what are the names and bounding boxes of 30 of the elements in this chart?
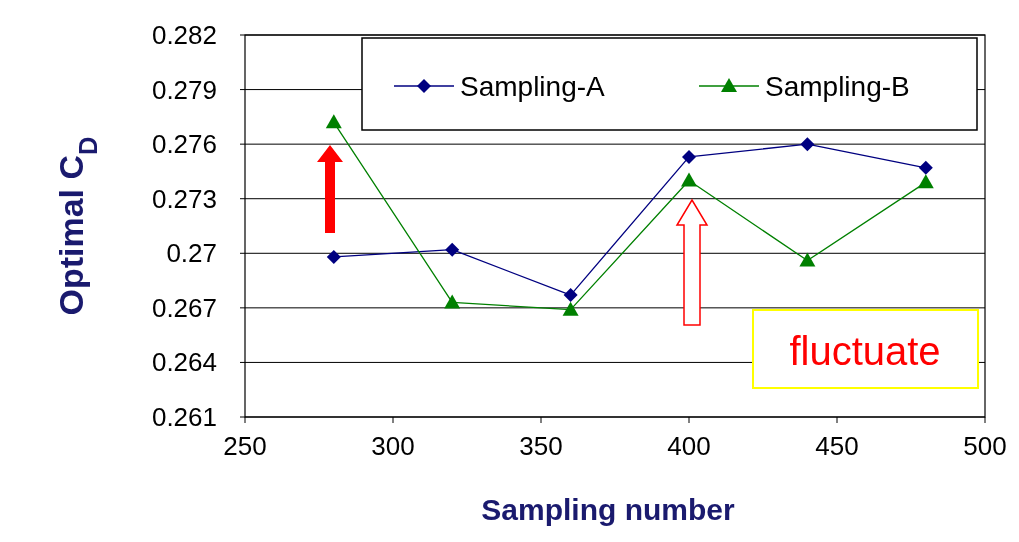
point <box>325 114 342 129</box>
y-tick-label: 0.276 <box>151 129 217 160</box>
y-tick-label: 0.261 <box>151 402 217 432</box>
y-tick-label: 0.264 <box>151 347 217 378</box>
x-tick-label: 400 <box>667 431 711 461</box>
y-tick-label: 0.273 <box>151 183 217 214</box>
annotation: fluctuate <box>789 329 941 373</box>
x-tick-label: 300 <box>371 431 415 461</box>
point <box>563 288 578 303</box>
point <box>799 252 816 267</box>
x-axis-title: Sampling number <box>481 493 735 526</box>
y-tick-label: 0.267 <box>151 292 217 323</box>
legend-label: Sampling-B <box>765 71 910 102</box>
point <box>918 160 933 175</box>
point <box>800 137 815 152</box>
y-tick-label: 0.279 <box>151 74 217 105</box>
point <box>562 301 579 316</box>
y-tick-label: 0.27 <box>166 238 217 269</box>
legend-label: Sampling-A <box>460 71 606 102</box>
point <box>326 249 341 264</box>
point <box>445 242 460 257</box>
point <box>682 149 696 164</box>
y-tick-label: 0.282 <box>151 20 217 50</box>
x-tick-label: 450 <box>815 431 859 461</box>
point <box>444 294 461 309</box>
x-tick-label: 350 <box>519 431 563 461</box>
point <box>917 174 934 189</box>
x-tick-label: 250 <box>223 431 267 461</box>
x-tick-label: 500 <box>963 431 1007 461</box>
point <box>681 172 697 187</box>
